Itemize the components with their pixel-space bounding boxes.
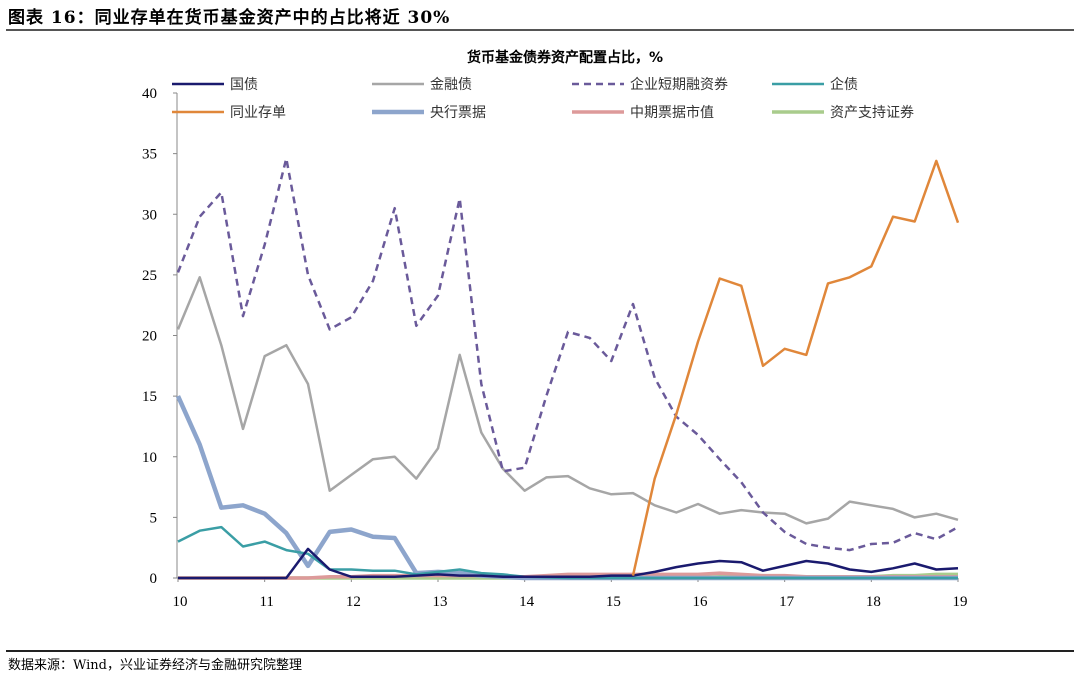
legend-item: 企业短期融资券: [572, 76, 728, 93]
series-line-3: [177, 525, 958, 580]
y-tick-label: 10: [142, 450, 157, 466]
legend-item: 央行票据: [372, 105, 486, 121]
footer-divider: [6, 650, 1074, 652]
legend-label: 企业短期融资券: [630, 76, 728, 93]
series-line-4: [631, 159, 960, 576]
legend-label: 企债: [830, 76, 858, 93]
legend-label: 国债: [230, 77, 258, 93]
legend-item: 同业存单: [172, 105, 286, 121]
series-line-2: [176, 157, 959, 552]
series-line-0: [178, 547, 959, 580]
figure-title: 图表 16：同业存单在货币基金资产中的占比将近 30%: [8, 8, 451, 28]
legend-label: 资产支持证券: [830, 105, 914, 121]
x-tick-label: 11: [259, 594, 273, 610]
legend-label: 中期票据市值: [630, 104, 714, 121]
x-tick-label: 12: [346, 594, 361, 610]
legend-item: 金融债: [372, 77, 472, 93]
title-divider: [6, 29, 1074, 31]
legend-label: 同业存单: [230, 105, 286, 121]
x-tick-label: 18: [866, 594, 881, 610]
x-tick-label: 16: [693, 594, 709, 610]
line-chart: 货币基金债券资产配置占比，% 0 5 10 15 20 25 30 35 40 10 11 12 13 1…: [142, 49, 968, 610]
y-tick-label: 0: [150, 571, 158, 587]
legend-label: 金融债: [430, 77, 472, 93]
y-tick-label: 40: [142, 86, 157, 102]
y-tick-label: 35: [142, 147, 157, 163]
legend-label: 央行票据: [430, 105, 486, 121]
y-tick-label: 5: [150, 510, 158, 526]
y-tick-label: 30: [142, 207, 157, 223]
x-tick-label: 19: [953, 594, 968, 610]
chart-title: 货币基金债券资产配置占比，%: [466, 49, 663, 66]
legend-item: 资产支持证券: [772, 105, 914, 121]
source-note: 数据来源：Wind，兴业证券经济与金融研究院整理: [8, 658, 302, 673]
y-tick-label: 20: [142, 329, 157, 345]
legend-item: 企债: [772, 76, 858, 93]
x-tick-label: 10: [173, 594, 188, 610]
x-tick-label: 17: [779, 594, 795, 610]
series-line-1: [176, 276, 959, 525]
legend-item: 国债: [172, 77, 258, 93]
x-tick-label: 15: [606, 594, 621, 610]
y-tick-label: 25: [142, 268, 157, 284]
x-tick-label: 14: [519, 594, 535, 610]
legend-item: 中期票据市值: [572, 104, 714, 121]
x-tick-label: 13: [433, 594, 448, 610]
y-tick-label: 15: [142, 389, 157, 405]
